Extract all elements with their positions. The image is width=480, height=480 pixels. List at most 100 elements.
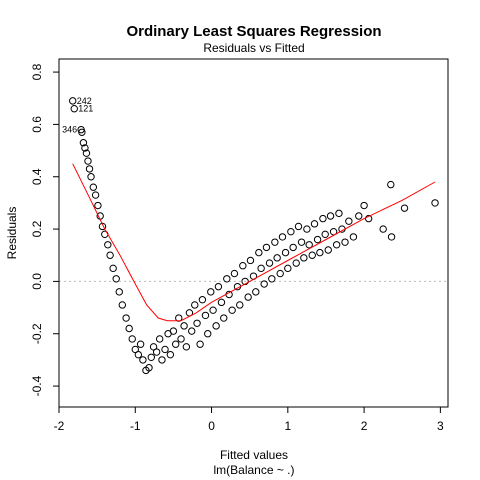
data-point	[297, 238, 306, 246]
chart-subtitle: Residuals vs Fitted	[203, 41, 304, 55]
data-point	[345, 217, 353, 225]
data-point	[294, 222, 303, 231]
data-point	[152, 348, 161, 356]
data-point	[81, 144, 89, 152]
data-point	[289, 243, 297, 252]
data-point	[292, 259, 300, 267]
data-point	[316, 248, 324, 257]
data-point	[271, 238, 279, 246]
data-point	[287, 227, 295, 236]
data-point	[217, 298, 226, 307]
data-point	[109, 264, 117, 273]
data-point	[78, 128, 86, 136]
data-point	[244, 293, 252, 301]
data-point	[198, 296, 207, 304]
data-point	[252, 288, 260, 296]
data-point	[273, 254, 281, 262]
data-point	[104, 241, 112, 249]
smooth-line-group	[72, 163, 436, 322]
data-point	[166, 350, 175, 359]
point-label: 242	[77, 96, 92, 106]
y-tick-label: 0.4	[30, 168, 44, 185]
data-point	[321, 230, 329, 239]
data-point	[91, 191, 100, 199]
data-point	[84, 157, 92, 165]
data-point	[125, 324, 133, 333]
data-point	[260, 280, 268, 288]
x-axis-sublabel: lm(Balance ~ .)	[213, 463, 294, 477]
data-point	[182, 343, 191, 351]
data-point	[310, 220, 319, 228]
data-point	[209, 306, 217, 314]
data-point	[335, 209, 343, 218]
data-point	[303, 225, 311, 233]
data-point	[379, 225, 387, 233]
data-point	[122, 314, 130, 322]
data-point	[87, 173, 95, 181]
data-point	[265, 259, 274, 267]
x-tick-label: 3	[437, 419, 444, 433]
y-tick-label: 0.6	[30, 116, 44, 133]
data-point	[161, 345, 169, 354]
x-axis-label: Fitted values	[220, 448, 288, 462]
data-point	[89, 183, 98, 191]
data-point	[145, 364, 153, 372]
data-point	[300, 254, 308, 262]
data-point	[70, 105, 78, 113]
data-point	[175, 314, 183, 322]
x-tick-label: -2	[54, 419, 65, 433]
data-point	[228, 306, 236, 314]
data-point	[207, 288, 215, 296]
data-point	[364, 214, 373, 223]
data-point	[360, 201, 368, 210]
data-point	[82, 149, 91, 157]
data-point	[128, 335, 136, 343]
data-point	[106, 251, 114, 259]
data-point	[431, 199, 439, 207]
data-point	[400, 204, 409, 212]
data-point	[79, 139, 88, 147]
data-point	[255, 248, 263, 257]
data-point	[112, 275, 120, 283]
data-point	[387, 180, 395, 189]
data-point	[193, 319, 201, 327]
data-point	[118, 301, 127, 309]
data-point	[246, 256, 255, 265]
data-point	[305, 241, 313, 249]
data-point	[158, 356, 166, 364]
y-axis: -0.4 -0.2 0.0 0.2 0.4 0.6 0.8	[30, 63, 60, 396]
data-point	[180, 322, 188, 330]
data-point	[220, 314, 228, 322]
y-axis-label: Residuals	[5, 207, 19, 260]
data-point	[308, 251, 316, 259]
data-point	[69, 97, 77, 105]
y-tick-label: -0.4	[30, 375, 44, 396]
data-point	[214, 282, 223, 291]
data-point	[278, 233, 287, 241]
data-point	[155, 335, 164, 343]
data-point	[139, 356, 147, 364]
data-point	[134, 350, 143, 359]
data-point	[177, 335, 185, 343]
y-tick-label: 0.2	[30, 220, 44, 237]
data-point	[115, 288, 123, 296]
data-point	[262, 243, 271, 252]
y-tick-label: 0.8	[30, 63, 44, 80]
data-point	[355, 212, 363, 220]
data-point	[281, 248, 290, 257]
data-point	[326, 212, 335, 220]
smooth-line	[72, 163, 436, 322]
data-point	[239, 262, 247, 270]
data-point	[212, 322, 220, 330]
data-point	[319, 214, 327, 223]
x-tick-label: -1	[130, 419, 141, 433]
point-label: 121	[78, 104, 93, 114]
data-point	[196, 340, 204, 348]
data-point	[204, 330, 212, 338]
data-point	[94, 201, 102, 210]
data-point	[257, 264, 265, 273]
x-tick-label: 0	[208, 419, 215, 433]
data-point	[85, 165, 94, 173]
